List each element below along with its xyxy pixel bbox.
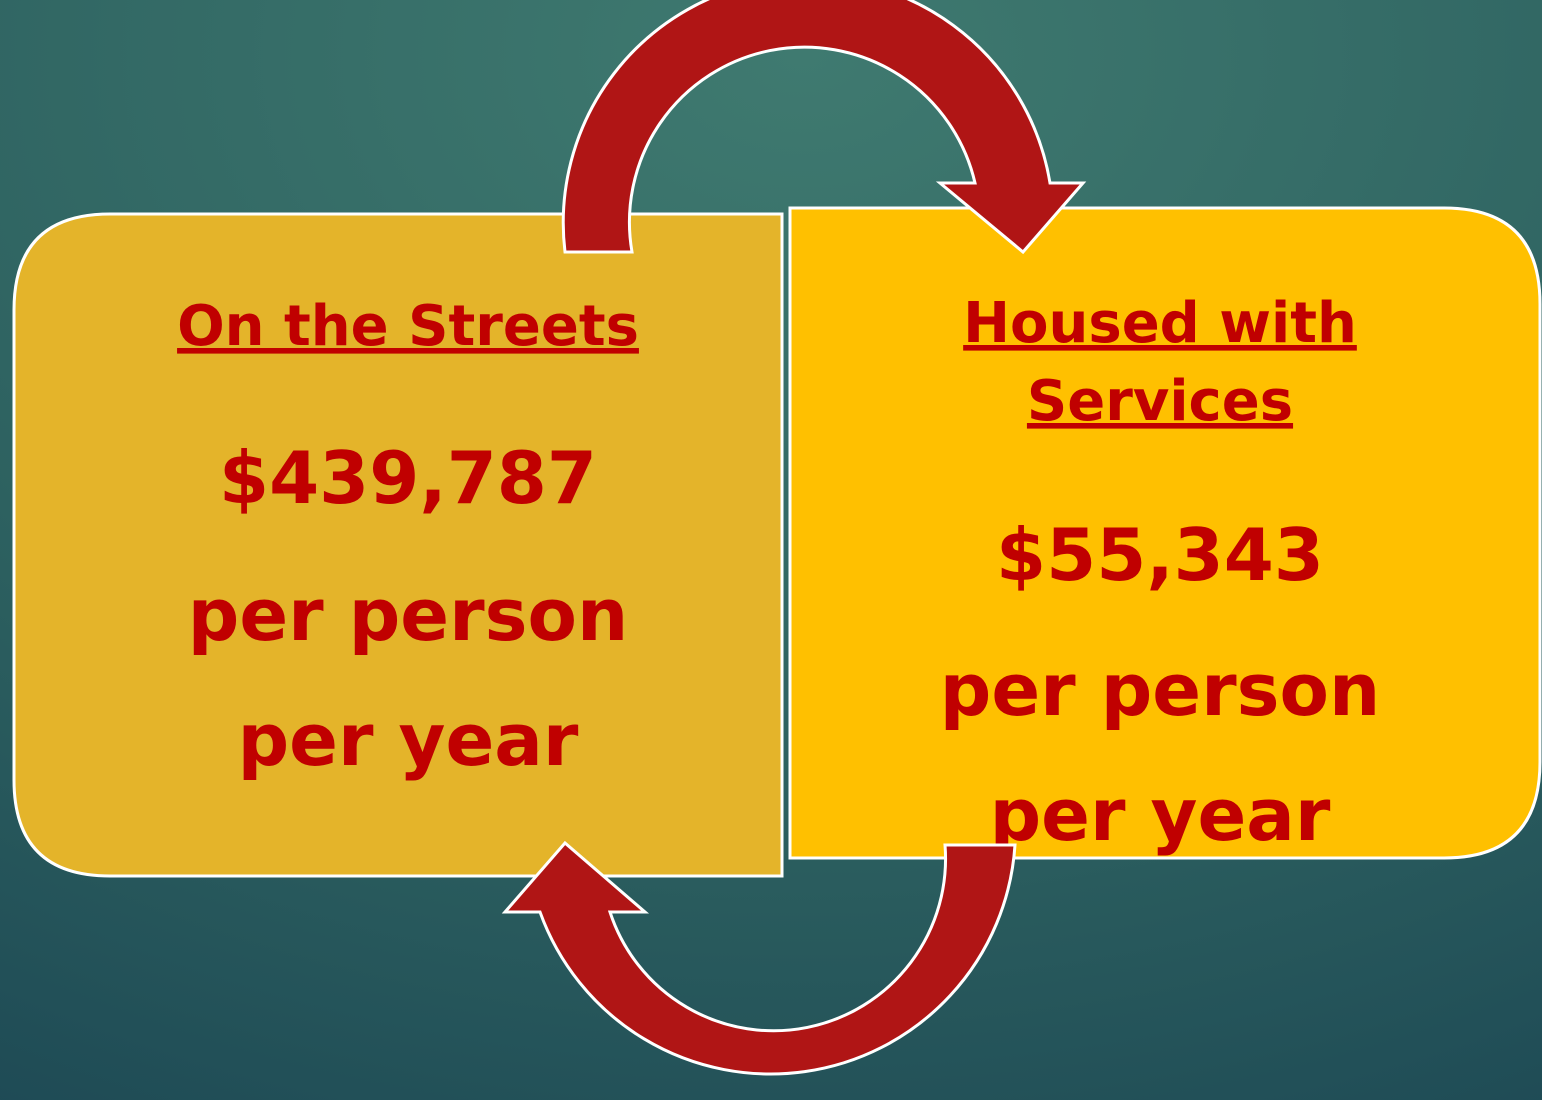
right-line: per year <box>990 773 1331 857</box>
right-title: Services <box>1027 369 1293 434</box>
right-title: Housed with <box>963 291 1357 356</box>
bottom-arrow <box>501 840 1017 1076</box>
right-line: per person <box>940 648 1380 732</box>
left-box <box>12 212 784 878</box>
top-arrow <box>561 0 1087 255</box>
right-amount: $55,343 <box>996 513 1324 597</box>
left-line: per year <box>238 698 579 782</box>
left-title: On the Streets <box>177 294 639 359</box>
right-box <box>788 206 1542 860</box>
left-line: per person <box>188 573 628 657</box>
left-amount: $439,787 <box>219 436 597 520</box>
